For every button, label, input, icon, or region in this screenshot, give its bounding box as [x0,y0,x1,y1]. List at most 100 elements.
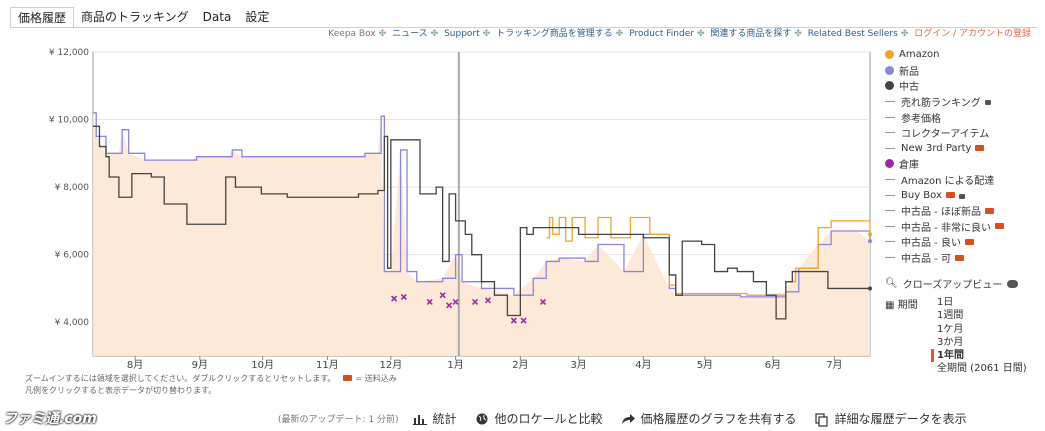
nav-login[interactable]: ログイン / アカウントの登録 [914,29,1031,39]
tab-data[interactable]: Data [202,10,232,24]
truck-icon [954,254,964,261]
series-end-dot [868,286,872,291]
legend-label: 中古品 - 非常に良い [901,222,991,234]
nav-keepa-box[interactable]: Keepa Box [328,29,376,39]
legend-item[interactable]: 中古 [885,78,1004,94]
nav-product-finder[interactable]: Product Finder [629,29,694,39]
x-tick-label: 10月 [251,359,274,371]
legend-item[interactable]: Amazon [885,47,1004,63]
legend-label: 中古 [899,82,919,94]
truck-icon [984,207,994,214]
legend-label: 売れ筋ランキング [901,98,981,110]
tab-price-history[interactable]: 価格履歴 [10,7,75,29]
warehouse-point [426,298,433,306]
legend-dot-icon [885,159,894,169]
x-tick-label: 4月 [635,359,651,371]
period-option[interactable]: 1日 [937,297,954,308]
period-option[interactable]: 1ケ月 [937,323,964,335]
series-end-dot [868,232,872,237]
tab-tracking[interactable]: 商品のトラッキング [81,10,189,24]
x-tick-label: 5月 [697,359,713,371]
legend-label: 新品 [899,66,919,78]
legend-item[interactable]: コレクターアイテム [885,125,1004,141]
closeup-view-toggle[interactable]: 🔍︎ クローズアップビュー [885,276,1019,291]
nav-find-related[interactable]: 関連する商品を探す [710,29,792,39]
period-options: 1日 1週間 1ケ月 3か月 1年間 全期間 (2061 日間) [931,296,1027,376]
legend-dot-icon [885,65,894,75]
series-line-2 [93,125,870,320]
nav-news[interactable]: ニュース [392,29,428,39]
legend-label: コレクターアイテム [901,129,990,141]
x-tick-label: 6月 [765,359,781,371]
nav-related-best-sellers[interactable]: Related Best Sellers [807,29,898,39]
lock-icon [984,100,991,106]
chart-legend: Amazon 新品中古売れ筋ランキング 参考価格コレクターアイテム New 3rd P… [885,47,1004,265]
legend-item[interactable]: 中古品 - 非常に良い [885,219,1004,235]
period-option[interactable]: 3か月 [937,336,964,348]
share-button[interactable]: 価格履歴のグラフを共有する [621,410,797,427]
legend-label: New 3rd Party [901,142,972,154]
legend-label: 中古品 - 可 [901,254,951,266]
last-update: (最新のアップデート: 1 分前) [278,415,399,425]
lock-icon [958,193,965,199]
legend-label: 中古品 - 良い [901,238,961,250]
shipping-truck-icon [343,375,353,381]
details-label: 詳細な履歴データを表示 [834,412,967,426]
legend-item[interactable]: 参考価格 [885,109,1004,125]
legend-item[interactable]: 倉庫 [885,156,1004,172]
legend-item[interactable]: 新品 [885,63,1004,79]
legend-line-icon [885,241,895,243]
series-line-1 [546,216,871,296]
y-tick-label: ¥ 4,000 [55,318,90,328]
warehouse-point [539,298,547,306]
detailed-data-button[interactable]: 詳細な履歴データを表示 [814,410,967,427]
stats-button[interactable]: 統計 [412,410,457,427]
warehouse-point [510,317,517,324]
legend-dot-icon [885,50,894,60]
tab-settings[interactable]: 設定 [245,10,270,24]
legend-line-icon [885,210,895,212]
x-tick-label: 2月 [512,359,528,371]
y-tick-label: ¥ 6,000 [55,251,90,261]
legend-label: Buy Box [901,189,942,201]
period-option[interactable]: 全期間 (2061 日間) [937,363,1027,375]
legend-label: 倉庫 [899,160,919,172]
toggle-icon[interactable] [1007,279,1019,288]
calendar-icon: ▦ [885,300,895,311]
bottom-toolbar: (最新のアップデート: 1 分前) 統計 他のロケールと比較 価格履歴のグラフを… [278,410,985,427]
warehouse-point [446,302,453,309]
share-arrow-icon [621,413,635,425]
search-icon: 🔍︎ [885,278,898,289]
warehouse-point [520,317,527,324]
y-tick-label: ¥ 8,000 [55,183,90,193]
legend-item[interactable]: 中古品 - 良い [885,234,1004,250]
x-tick-label: 9月 [192,359,208,371]
legend-note: 凡例をクリックすると表示データが切り替わります。 [25,386,217,395]
legend-label: Amazon による配達 [901,176,995,188]
tab-divider [10,27,1037,28]
legend-item[interactable]: 中古品 - ほぼ新品 [885,203,1004,219]
watermark-logo: ファミ通.com [3,411,97,427]
legend-item[interactable]: New 3rd Party [885,141,1004,157]
warehouse-point [452,298,459,306]
legend-label: 参考価格 [901,113,941,125]
legend-item[interactable]: Buy Box [885,187,1004,203]
nav-manage-tracking[interactable]: トラッキング商品を管理する [496,29,613,39]
x-tick-label: 7月 [826,359,842,371]
bar-chart-icon [412,413,427,425]
legend-item[interactable]: Amazon による配達 [885,172,1004,188]
top-nav: Keepa Box ✤ ニュース ✤ Support ✤ トラッキング商品を管理する ✤… [328,29,1031,39]
shipping-note: = 送料込み [355,374,397,383]
x-tick-label: 11月 [316,359,339,371]
legend-line-icon [885,194,895,196]
legend-item[interactable]: 中古品 - 可 [885,250,1004,266]
series-end-dot [868,239,872,244]
share-label: 価格履歴のグラフを共有する [640,412,797,426]
nav-support[interactable]: Support [444,29,480,39]
compare-locales-button[interactable]: 他のロケールと比較 [475,410,603,427]
x-tick-label: 8月 [127,359,143,371]
legend-item[interactable]: 売れ筋ランキング [885,94,1004,110]
period-option[interactable]: 1年間 [931,349,1027,363]
period-option[interactable]: 1週間 [937,310,964,322]
